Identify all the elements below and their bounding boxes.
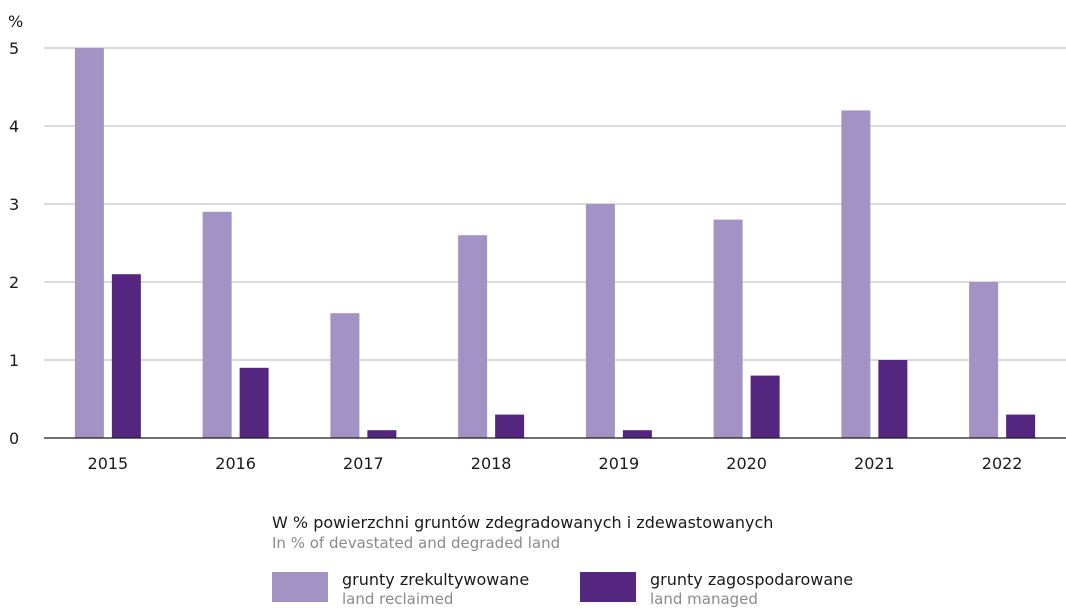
bar-managed <box>495 414 525 438</box>
legend-sublabel-reclaimed: land reclaimed <box>342 590 454 608</box>
bar-managed <box>367 430 397 438</box>
x-tick-label: 2016 <box>215 454 256 473</box>
x-tick-label: 2015 <box>88 454 129 473</box>
bar-managed <box>1006 414 1036 438</box>
bar-reclaimed <box>713 219 743 438</box>
x-tick-label: 2021 <box>854 454 895 473</box>
bar-reclaimed <box>585 204 615 438</box>
x-axis-ticks: 2015 2016 2017 2018 2019 2020 2021 2022 <box>88 454 1023 473</box>
bar-managed <box>878 360 908 438</box>
bar-reclaimed <box>74 48 104 438</box>
chart-note: W % powierzchni gruntów zdegradowanych i… <box>272 512 773 553</box>
bar-chart: % 0 1 2 3 4 5 2015 2016 2017 2018 2019 2020 2021 202… <box>8 12 1066 473</box>
legend-swatch-reclaimed <box>272 572 328 602</box>
y-tick-label: 2 <box>9 273 19 292</box>
y-tick-label: 3 <box>9 195 19 214</box>
bar-reclaimed <box>202 211 232 438</box>
note-polish: W % powierzchni gruntów zdegradowanych i… <box>272 513 774 532</box>
x-tick-label: 2018 <box>471 454 512 473</box>
legend-sublabel-managed: land managed <box>650 590 758 608</box>
legend-swatch-managed <box>580 572 636 602</box>
bar-reclaimed <box>458 235 488 438</box>
bar-reclaimed <box>330 313 360 438</box>
bar-managed <box>111 274 141 438</box>
x-tick-label: 2020 <box>726 454 767 473</box>
y-axis-unit-label: % <box>8 12 23 31</box>
y-tick-label: 5 <box>9 39 19 58</box>
y-axis-ticks: 0 1 2 3 4 5 <box>9 39 19 448</box>
y-tick-label: 4 <box>9 117 19 136</box>
y-tick-label: 1 <box>9 351 19 370</box>
x-tick-label: 2022 <box>982 454 1023 473</box>
x-tick-label: 2017 <box>343 454 384 473</box>
y-tick-label: 0 <box>9 429 19 448</box>
legend-label-reclaimed: grunty zrekultywowane <box>342 570 530 589</box>
bar-managed <box>622 430 652 438</box>
x-tick-label: 2019 <box>599 454 640 473</box>
bar-reclaimed <box>841 110 871 439</box>
legend-label-managed: grunty zagospodarowane <box>650 570 854 589</box>
bars <box>74 48 1036 439</box>
bar-managed <box>750 375 780 438</box>
bar-managed <box>239 367 269 438</box>
note-english: In % of devastated and degraded land <box>272 534 561 552</box>
gridlines <box>44 47 1066 361</box>
bar-reclaimed <box>969 282 999 438</box>
